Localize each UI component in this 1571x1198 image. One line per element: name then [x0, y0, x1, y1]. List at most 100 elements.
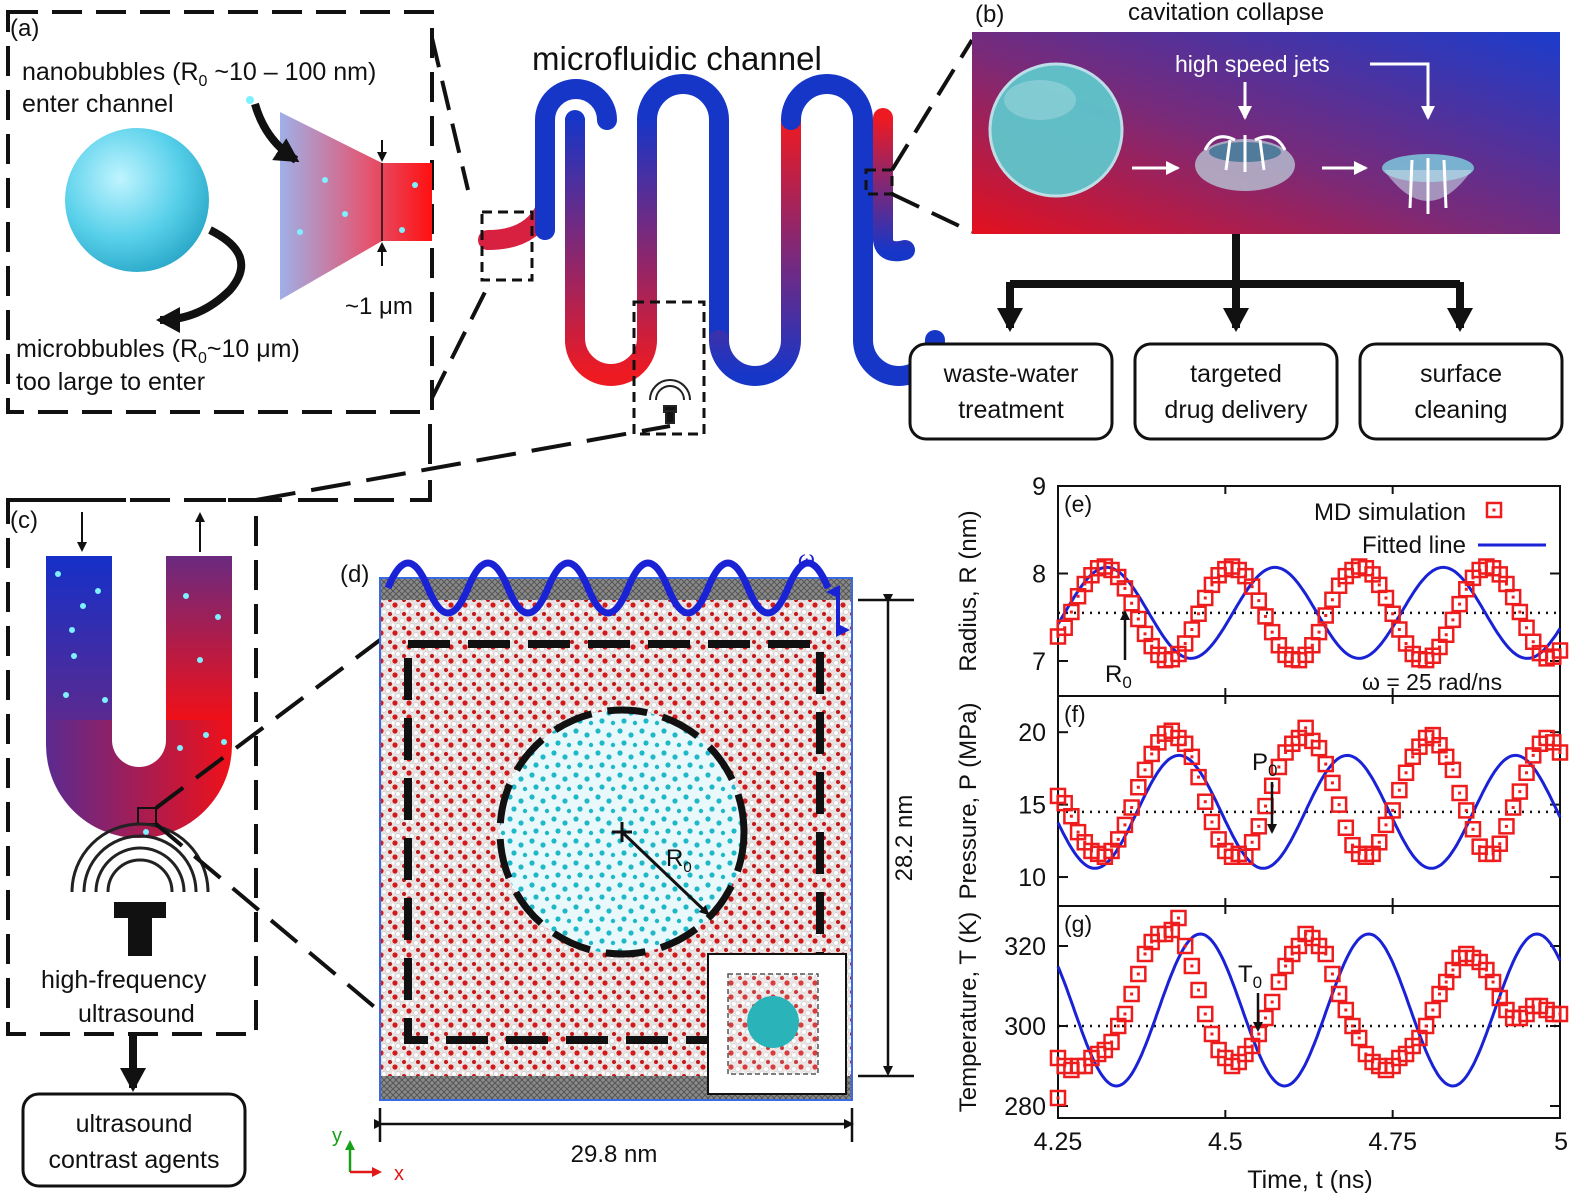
legend-fit-label: Fitted line [1362, 532, 1466, 559]
md-data-point [1056, 619, 1073, 636]
md-data-point [1130, 965, 1147, 983]
md-data-point [1551, 1005, 1569, 1023]
md-data-point [1518, 764, 1535, 782]
y-tick-label: 20 [1018, 719, 1046, 747]
radius-arrow [620, 830, 710, 916]
y-tick-label: 300 [1004, 1013, 1046, 1041]
md-data-point [1451, 595, 1468, 613]
md-data-point [1136, 761, 1154, 779]
x-tick-label: 4.75 [1368, 1128, 1417, 1156]
y-tick-label: 280 [1004, 1093, 1046, 1121]
reference-label: P0 [1252, 749, 1277, 780]
md-data-point [1397, 764, 1415, 782]
panel-a-label: (a) [10, 15, 39, 42]
md-data-point [1511, 783, 1529, 800]
nanobubble-dots [246, 96, 418, 235]
fitted-line [1056, 753, 1562, 870]
panel-a: (a) nanobubbles (R0 ~10 – 100 nm) enter … [6, 10, 434, 414]
md-data-point [1337, 819, 1355, 837]
ultrasound-transducer-small-icon [649, 379, 691, 424]
md-data-point [1498, 818, 1515, 835]
md-data-point [1417, 1017, 1435, 1035]
fitted-line [1056, 565, 1562, 660]
panel-b-label: (b) [975, 1, 1004, 28]
md-data-point [1183, 621, 1201, 638]
md-data-point [1063, 603, 1080, 621]
collapse-zoom-box [864, 168, 894, 196]
md-data-point [1518, 619, 1535, 636]
radius-label: R0 [666, 845, 692, 876]
md-data-point [1250, 592, 1268, 609]
md-data-point [1270, 973, 1288, 991]
x-axis-label: Time, t (ns) [1247, 1166, 1372, 1194]
application-label: cleaning [1414, 396, 1507, 424]
panel-d: (d) R0 ω 28.2 nm 29.8 nm y [332, 546, 918, 1185]
contrast-agents-box [21, 1092, 247, 1188]
md-data-point [1317, 945, 1334, 963]
md-data-point [1183, 748, 1201, 766]
chart-g: (g) 280 300 320 Temperature, T (K) T0 4.25 4.5 4… [955, 905, 1569, 1194]
md-data-point [1190, 768, 1207, 786]
md-data-point [1250, 818, 1268, 835]
nanobubble-label: nanobubbles (R0 ~10 – 100 nm) [22, 58, 376, 90]
md-data-point [1190, 981, 1207, 999]
panel-c-label: (c) [10, 507, 38, 534]
md-data-point [1451, 784, 1468, 802]
omega-label: ω [798, 546, 815, 572]
nanobubble-label-2: enter channel [22, 90, 174, 118]
y-tick-label: 7 [1032, 648, 1046, 676]
reference-label: T0 [1238, 961, 1262, 992]
zoom-line-a2 [430, 281, 492, 399]
md-data-point [1458, 802, 1475, 819]
axis-x-label: x [394, 1163, 404, 1185]
chart-e: (e) 7 8 9 Radius, R (nm) R0 ω = 25 rad/ns MD si… [955, 473, 1569, 697]
channel-title: microfluidic channel [532, 40, 822, 77]
md-data-point [1203, 1025, 1221, 1043]
md-data-point [1377, 816, 1395, 834]
md-data-point [1263, 993, 1281, 1011]
y-tick-label: 10 [1018, 864, 1046, 892]
md-data-point [1123, 985, 1140, 1003]
microbubble-sphere [65, 128, 209, 272]
panel-a-frame [6, 10, 434, 414]
md-data-point [1324, 591, 1341, 608]
x-tick-label: 5 [1554, 1128, 1568, 1156]
contrast-agents-label-1: ultrasound [76, 1110, 193, 1138]
md-data-point [1491, 835, 1509, 852]
application-label: targeted [1190, 360, 1282, 388]
application-box: surface cleaning [1358, 342, 1564, 441]
width-label: 29.8 nm [571, 1141, 658, 1168]
high-speed-jets-label: high speed jets [1175, 51, 1330, 77]
y-axis-label: Temperature, T (K) [955, 912, 982, 1113]
md-data-point [1464, 820, 1482, 838]
md-data-point [1371, 834, 1388, 851]
top-wall [380, 578, 852, 600]
u-channel-nanobubbles [55, 571, 227, 835]
zoom-line-a1 [430, 37, 470, 191]
u-bend-zoom-box [632, 300, 706, 436]
md-data-point [1049, 1089, 1067, 1107]
chart-f: (f) 10 15 20 Pressure, P (MPa) P0 [955, 695, 1569, 907]
time-series-charts: (e) 7 8 9 Radius, R (nm) R0 ω = 25 rad/ns MD si… [955, 473, 1569, 1194]
y-axis-label: Pressure, P (MPa) [955, 703, 982, 900]
md-data-point [1176, 937, 1194, 955]
fitted-line [1056, 932, 1562, 1088]
plot-frame [1057, 905, 1561, 1119]
reference-label: R0 [1105, 661, 1132, 692]
md-data-point [1377, 589, 1395, 607]
microbubble-arrow [156, 226, 246, 333]
application-label: surface [1420, 360, 1502, 388]
md-data-point [1197, 793, 1214, 810]
ultrasound-label-1: high-frequency [41, 966, 207, 994]
microbubble-label: microbbubles (R0~10 μm) [16, 335, 300, 367]
channel-inlet-funnel [280, 112, 432, 300]
application-box: targeted drug delivery [1133, 342, 1339, 441]
panel-b-title: cavitation collapse [1128, 0, 1324, 26]
oscillation-wave [384, 559, 832, 617]
md-data-point [1384, 605, 1401, 622]
md-data-point [1203, 813, 1221, 831]
md-data-point [1063, 807, 1080, 825]
md-data-point [1257, 1009, 1274, 1027]
md-data-point [1444, 761, 1462, 779]
